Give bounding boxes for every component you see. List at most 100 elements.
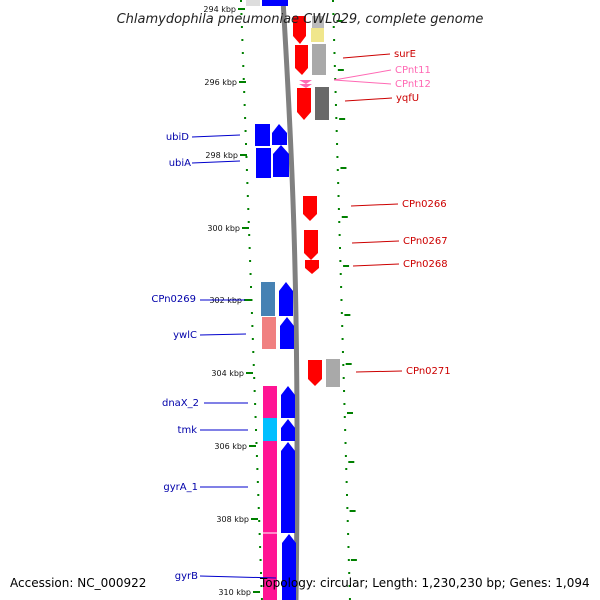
scale-dot xyxy=(348,598,351,600)
forward-cds xyxy=(272,0,296,600)
gene-label-cpnt12[interactable]: CPnt12 xyxy=(395,79,431,90)
gene-label-cpnt11[interactable]: CPnt11 xyxy=(395,65,431,76)
scale-dot xyxy=(334,91,337,93)
cds-arrow-ubia[interactable] xyxy=(273,145,289,177)
scale-dot xyxy=(344,429,347,431)
scale-dot xyxy=(334,78,337,80)
gene-label-ywlc[interactable]: ywlC xyxy=(173,330,197,341)
scale-dot xyxy=(337,195,340,197)
scale-dot xyxy=(339,273,342,275)
scale-dot xyxy=(245,156,248,158)
scale-dot xyxy=(241,39,244,41)
cds-arrow-dnax2[interactable] xyxy=(281,386,295,418)
gene-label-cpn0266[interactable]: CPn0266 xyxy=(402,199,447,210)
cds-arrow-ubid[interactable] xyxy=(272,124,287,145)
scale-dot xyxy=(259,559,262,561)
scale-dot xyxy=(244,117,247,119)
dotted-scale-rings xyxy=(240,0,357,600)
scale-dot xyxy=(242,78,245,80)
scale-dot xyxy=(338,247,341,249)
scale-dot xyxy=(259,546,262,548)
scale-tick-label: 304 kbp xyxy=(211,369,244,378)
scale-dot xyxy=(332,26,335,28)
scale-dot xyxy=(251,325,254,327)
gene-label-tmk[interactable]: tmk xyxy=(178,425,198,436)
scale-dot xyxy=(248,234,251,236)
gene-label-dnax2[interactable]: dnaX_2 xyxy=(162,398,199,409)
feature-block-sure[interactable] xyxy=(312,44,326,75)
gene-label-cpn0267[interactable]: CPn0267 xyxy=(403,236,448,247)
scale-dot xyxy=(333,39,336,41)
feature-block-gyra1[interactable] xyxy=(263,441,277,533)
cds-arrow-gyrb[interactable] xyxy=(282,534,296,600)
gene-labels: ubiD ubiA CPn0269 ywlC dnaX_2 tmk gyrA_1… xyxy=(151,49,450,582)
scale-dot xyxy=(250,299,253,301)
scale-dot xyxy=(255,429,258,431)
scale-dot xyxy=(341,338,344,340)
cds-arrow-top-red[interactable] xyxy=(293,16,306,44)
scale-dot xyxy=(336,143,339,145)
cds-arrow-tmk[interactable] xyxy=(281,419,295,441)
scale-dot xyxy=(344,455,347,457)
cds-arrow-ywlc[interactable] xyxy=(280,317,294,349)
feature-block-dnax2[interactable] xyxy=(263,386,277,418)
scale-dot xyxy=(337,208,340,210)
feature-block-gyrb[interactable] xyxy=(263,533,277,600)
gene-label-gyra1[interactable]: gyrA_1 xyxy=(163,482,198,493)
cds-arrow-sure[interactable] xyxy=(295,45,308,75)
scale-dash xyxy=(348,461,355,463)
feature-block-cpn0271[interactable] xyxy=(326,359,340,387)
gene-label-sure[interactable]: surE xyxy=(394,49,416,60)
scale-dot xyxy=(344,442,347,444)
gene-label-cpn0268[interactable]: CPn0268 xyxy=(403,259,448,270)
scale-dot xyxy=(240,13,243,15)
scale-dot xyxy=(338,221,341,223)
scale-dot xyxy=(250,286,253,288)
trna-cpnt11[interactable] xyxy=(299,80,312,84)
scale-dot xyxy=(257,507,260,509)
scale-tick-label: 310 kbp xyxy=(218,588,251,597)
cds-arrow-fwd[interactable] xyxy=(272,0,288,6)
feature-block-gray-top-right[interactable] xyxy=(312,16,324,28)
scale-tick-label: 306 kbp xyxy=(214,442,247,451)
scale-dot xyxy=(336,169,339,171)
cds-arrow-cpn0268[interactable] xyxy=(305,260,319,274)
scale-dot xyxy=(337,182,340,184)
feature-block-yqfu[interactable] xyxy=(315,87,329,120)
cds-arrow-yqfu[interactable] xyxy=(297,88,311,120)
feature-block-ubid[interactable] xyxy=(255,124,270,146)
scale-dash xyxy=(345,363,352,365)
cds-arrow-gyra1[interactable] xyxy=(281,442,295,533)
scale-dot xyxy=(333,52,336,54)
feature-block-ubia[interactable] xyxy=(256,148,271,178)
gene-label-ubia[interactable]: ubiA xyxy=(169,158,191,169)
cds-arrow-cpn0269[interactable] xyxy=(279,282,293,316)
scale-dot xyxy=(260,598,263,600)
scale-dot xyxy=(241,52,244,54)
scale-dot xyxy=(332,13,335,15)
gene-label-ubid[interactable]: ubiD xyxy=(166,132,189,143)
feature-block-gray-top[interactable] xyxy=(246,0,260,6)
cds-arrow-cpn0271[interactable] xyxy=(308,360,322,386)
scale-dot xyxy=(240,26,243,28)
scale-dot xyxy=(244,130,247,132)
cds-arrow-cpn0266[interactable] xyxy=(303,196,317,221)
scale-dot xyxy=(343,403,346,405)
scale-dot xyxy=(243,91,246,93)
feature-block-tmk[interactable] xyxy=(263,418,277,441)
feature-block-ywlc[interactable] xyxy=(262,317,276,349)
feature-block-blue-top[interactable] xyxy=(262,0,274,6)
gene-label-gyrb[interactable]: gyrB xyxy=(175,571,198,582)
trna-cpnt12[interactable] xyxy=(299,84,312,88)
cds-arrow-cpn0267[interactable] xyxy=(304,230,318,260)
gene-label-cpn0271[interactable]: CPn0271 xyxy=(406,366,451,377)
scale-dot xyxy=(240,0,242,2)
scale-dot xyxy=(245,143,248,145)
scale-dot xyxy=(340,299,343,301)
feature-block-yellow-top[interactable] xyxy=(311,28,324,42)
gene-label-cpn0269[interactable]: CPn0269 xyxy=(151,294,196,305)
feature-block-cpn0269[interactable] xyxy=(261,282,275,316)
gene-label-yqfu[interactable]: yqfU xyxy=(396,93,419,104)
scale-dot xyxy=(247,221,250,223)
